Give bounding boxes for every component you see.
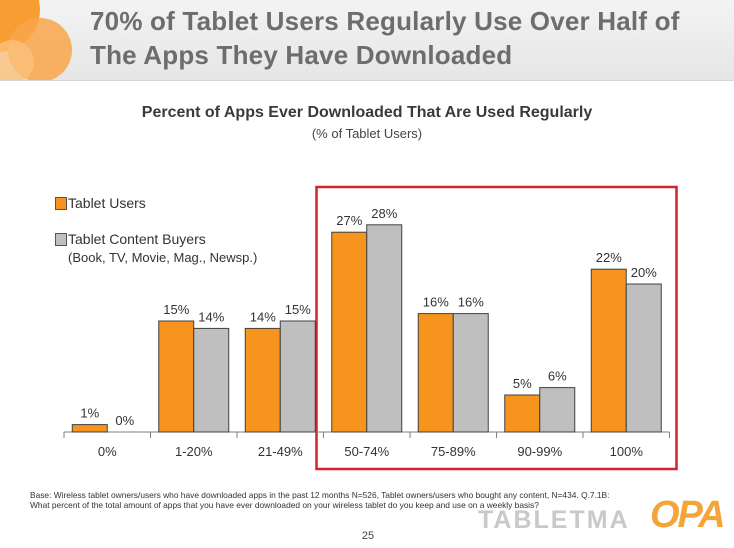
x-tick-label: 1-20%	[175, 444, 213, 459]
data-label: 28%	[371, 206, 397, 221]
footnote: Base: Wireless tablet owners/users who h…	[30, 490, 610, 510]
bar-tablet-users	[590, 268, 627, 433]
bar-tablet-users	[71, 424, 108, 433]
x-tick-label: 0%	[98, 444, 117, 459]
bar-content-buyers	[366, 224, 403, 433]
slide-header: 70% of Tablet Users Regularly Use Over H…	[0, 0, 734, 81]
page-number: 25	[361, 530, 375, 542]
legend-swatch-content-buyers	[55, 233, 67, 246]
data-label: 15%	[163, 302, 189, 317]
data-label: 6%	[548, 369, 567, 384]
bar-content-buyers	[452, 313, 489, 433]
data-label: 16%	[458, 295, 484, 310]
legend-label-tablet-users: Tablet Users	[68, 195, 146, 211]
highlight-box	[315, 185, 678, 471]
data-label: 27%	[336, 213, 362, 228]
x-tick-label: 90-99%	[517, 444, 562, 459]
x-tick-label: 50-74%	[344, 444, 389, 459]
x-tick-label: 75-89%	[431, 444, 476, 459]
opa-logo: OPA	[650, 494, 726, 536]
bar-content-buyers	[193, 327, 230, 433]
data-label: 0%	[115, 413, 134, 428]
chart-title: Percent of Apps Ever Downloaded That Are…	[141, 104, 593, 121]
tabletmania-watermark: TABLETMA	[478, 506, 630, 534]
data-label: 15%	[285, 302, 311, 317]
orange-circles-logo	[0, 0, 72, 80]
chart-subtitle: (% of Tablet Users)	[311, 126, 423, 141]
bar-content-buyers	[539, 387, 576, 433]
bar-tablet-users	[504, 394, 541, 433]
data-label: 14%	[250, 309, 276, 324]
data-label: 16%	[423, 295, 449, 310]
legend-swatch-tablet-users	[55, 197, 67, 210]
legend-label-content-buyers-detail: (Book, TV, Movie, Mag., Newsp.)	[68, 250, 258, 265]
bar-tablet-users	[158, 320, 195, 433]
data-label: 20%	[631, 265, 657, 280]
bar-content-buyers	[625, 283, 662, 433]
page-title: 70% of Tablet Users Regularly Use Over H…	[90, 6, 680, 70]
legend-label-content-buyers: Tablet Content Buyers	[68, 231, 206, 247]
data-label: 1%	[80, 406, 99, 421]
x-tick-label: 100%	[610, 444, 644, 459]
bar-tablet-users	[244, 327, 281, 433]
data-label: 22%	[596, 250, 622, 265]
data-label: 5%	[513, 376, 532, 391]
data-label: 14%	[198, 309, 224, 324]
bar-tablet-users	[331, 231, 368, 433]
bar-tablet-users	[417, 313, 454, 433]
bar-content-buyers	[279, 320, 316, 433]
x-tick-label: 21-49%	[258, 444, 303, 459]
